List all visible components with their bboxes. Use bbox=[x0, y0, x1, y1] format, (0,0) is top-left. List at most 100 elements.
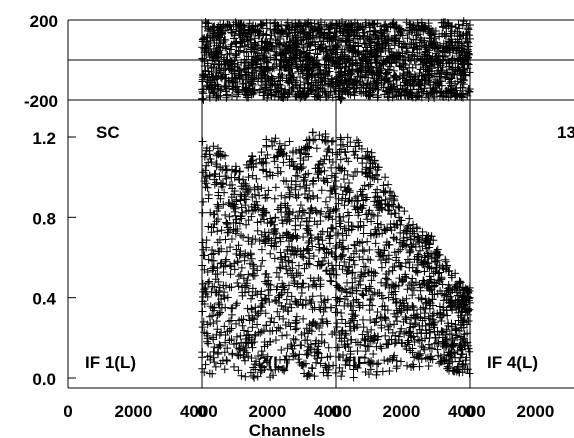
amplitude-point bbox=[271, 134, 280, 143]
amplitude-point bbox=[237, 231, 246, 240]
phase-point bbox=[261, 87, 270, 96]
amplitude-point bbox=[208, 311, 217, 320]
amplitude-point bbox=[324, 209, 333, 218]
amplitude-point bbox=[283, 245, 292, 254]
amplitude-point bbox=[322, 317, 331, 326]
amplitude-point bbox=[279, 305, 288, 314]
phase-point bbox=[210, 85, 219, 94]
amplitude-point bbox=[348, 268, 357, 277]
amplitude-point bbox=[222, 218, 231, 227]
amplitude-point bbox=[324, 361, 333, 370]
amplitude-point bbox=[288, 344, 297, 353]
amplitude-point bbox=[204, 158, 213, 167]
amplitude-point bbox=[307, 297, 316, 306]
amplitude-point bbox=[319, 176, 328, 185]
phase-point bbox=[241, 84, 250, 93]
amplitude-point bbox=[262, 279, 271, 288]
amplitude-point bbox=[336, 155, 345, 164]
amplitude-point bbox=[224, 199, 233, 208]
amplitude-point bbox=[350, 312, 359, 321]
amplitude-point bbox=[291, 351, 300, 360]
amplitude-point bbox=[276, 237, 285, 246]
amplitude-point bbox=[272, 268, 281, 277]
amplitude-point bbox=[383, 357, 392, 366]
phase-point bbox=[272, 86, 281, 95]
amplitude-point bbox=[305, 254, 314, 263]
amplitude-point bbox=[333, 308, 342, 317]
phase-point bbox=[227, 66, 236, 75]
amplitude-point bbox=[395, 203, 404, 212]
amplitude-point bbox=[305, 143, 314, 152]
amplitude-point bbox=[204, 190, 213, 199]
amplitude-point bbox=[373, 219, 382, 228]
amplitude-point bbox=[256, 217, 265, 226]
amplitude-point bbox=[316, 282, 325, 291]
phase-point bbox=[225, 77, 234, 86]
amplitude-point bbox=[256, 368, 265, 377]
amplitude-point bbox=[208, 264, 217, 273]
phase-point bbox=[244, 32, 253, 41]
amplitude-point bbox=[344, 178, 353, 187]
phase-point bbox=[357, 83, 366, 92]
phase-point bbox=[317, 43, 326, 52]
phase-point bbox=[324, 29, 333, 38]
amplitude-point bbox=[273, 307, 282, 316]
amplitude-point bbox=[237, 371, 246, 380]
amplitude-point bbox=[282, 217, 291, 226]
amplitude-point bbox=[437, 327, 446, 336]
amplitude-point bbox=[262, 294, 271, 303]
phase-point bbox=[257, 20, 266, 29]
phase-point bbox=[207, 49, 216, 58]
amplitude-point bbox=[244, 352, 253, 361]
amplitude-point bbox=[248, 269, 257, 278]
amplitude-point bbox=[253, 218, 262, 227]
amplitude-point bbox=[316, 291, 325, 300]
amplitude-point bbox=[227, 262, 236, 271]
amplitude-point bbox=[234, 282, 243, 291]
amplitude-point bbox=[283, 344, 292, 353]
phase-point bbox=[238, 79, 247, 88]
phase-point bbox=[268, 79, 277, 88]
amplitude-point bbox=[312, 144, 321, 153]
amplitude-point bbox=[363, 237, 372, 246]
amplitude-point bbox=[256, 262, 265, 271]
amplitude-point bbox=[292, 312, 301, 321]
amplitude-point bbox=[221, 257, 230, 266]
amplitude-point bbox=[231, 211, 240, 220]
phase-point bbox=[315, 44, 324, 53]
amplitude-point bbox=[203, 292, 212, 301]
amplitude-point bbox=[308, 128, 317, 137]
amplitude-point bbox=[227, 304, 236, 313]
phase-point bbox=[270, 29, 279, 38]
phase-point bbox=[314, 78, 323, 87]
amplitude-point bbox=[275, 291, 284, 300]
amplitude-point bbox=[303, 144, 312, 153]
amplitude-point bbox=[203, 320, 212, 329]
phase-point bbox=[275, 65, 284, 74]
phase-point bbox=[228, 28, 237, 37]
amplitude-point bbox=[234, 366, 243, 375]
phase-point bbox=[209, 45, 218, 54]
amplitude-point bbox=[232, 166, 241, 175]
amplitude-point bbox=[402, 294, 411, 303]
phase-point bbox=[287, 85, 296, 94]
amplitude-point bbox=[216, 163, 225, 172]
phase-point bbox=[261, 66, 270, 75]
amplitude-point bbox=[296, 201, 305, 210]
amplitude-point bbox=[258, 256, 267, 265]
amplitude-point bbox=[297, 341, 306, 350]
amplitude-point bbox=[206, 208, 215, 217]
amplitude-point bbox=[343, 278, 352, 287]
amplitude-point bbox=[287, 292, 296, 301]
amplitude-point bbox=[211, 362, 220, 371]
amplitude-point bbox=[302, 296, 311, 305]
amplitude-point bbox=[308, 364, 317, 373]
amplitude-point bbox=[244, 287, 253, 296]
phase-point bbox=[242, 64, 251, 73]
amplitude-point bbox=[318, 227, 327, 236]
amplitude-point bbox=[292, 193, 301, 202]
amplitude-point bbox=[441, 255, 450, 264]
amplitude-point bbox=[239, 353, 248, 362]
amplitude-point bbox=[261, 232, 270, 241]
phase-point bbox=[275, 92, 284, 101]
